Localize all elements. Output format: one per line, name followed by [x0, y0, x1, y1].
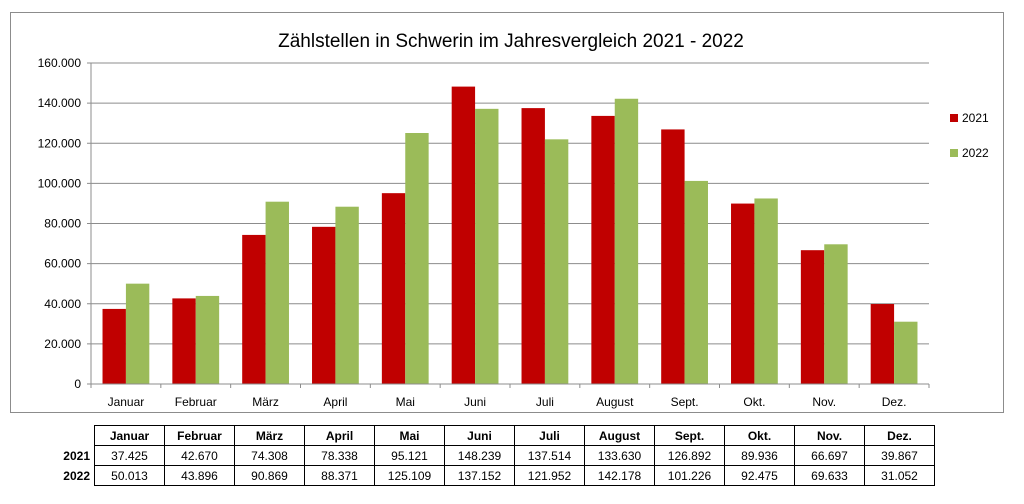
bar-2021-februar — [172, 298, 196, 384]
y-tick-label: 100.000 — [38, 176, 82, 190]
x-tick-label: Juni — [464, 395, 486, 409]
table-cell: 133.630 — [584, 445, 655, 466]
y-tick-label: 80.000 — [44, 217, 81, 231]
chart-title: Zählstellen in Schwerin im Jahresverglei… — [278, 31, 744, 52]
bar-2021-mrz — [242, 234, 266, 384]
y-tick-label: 0 — [74, 377, 81, 391]
table-cell: 137.152 — [444, 465, 515, 486]
x-tick-label: März — [252, 395, 279, 409]
bar-2022-februar — [195, 295, 220, 384]
table-row-label: 2021 — [63, 448, 90, 463]
legend-label-2022: 2022 — [962, 146, 989, 160]
table-cell: 74.308 — [234, 445, 305, 466]
y-tick-label: 40.000 — [44, 297, 81, 311]
table-cell: 126.892 — [654, 445, 725, 466]
x-tick-label: Nov. — [812, 395, 836, 409]
table-column-header: April — [304, 425, 375, 446]
bar-2021-juni — [451, 86, 476, 384]
table-column-header: Sept. — [654, 425, 725, 446]
table-cell: 92.475 — [724, 465, 795, 486]
x-tick-label: Okt. — [743, 395, 765, 409]
bar-2021-april — [312, 226, 336, 384]
table-column-header: Juli — [514, 425, 585, 446]
y-tick-label: 140.000 — [38, 96, 82, 110]
table-cell: 43.896 — [164, 465, 235, 486]
table-cell: 125.109 — [374, 465, 445, 486]
table-cell: 101.226 — [654, 465, 725, 486]
table-cell: 137.514 — [514, 445, 585, 466]
table-cell: 66.697 — [794, 445, 865, 466]
table-row: 2022 50.013 43.896 90.869 88.371 125.109 137.1… — [50, 465, 935, 486]
y-tick-label: 60.000 — [44, 257, 81, 271]
table-corner — [50, 426, 95, 446]
table-row: 2021 37.425 42.670 74.308 78.338 95.121 148.23… — [50, 445, 935, 466]
table-cell: 31.052 — [864, 465, 935, 486]
table-column-header: Februar — [164, 425, 235, 446]
legend-swatch-2022 — [950, 149, 958, 157]
bar-2022-sept — [684, 180, 708, 384]
x-tick-label: Februar — [175, 395, 217, 409]
table-cell: 39.867 — [864, 445, 935, 466]
table-header-row: Januar Februar März April Mai Juni Juli August S… — [50, 425, 935, 446]
table-row-label: 2022 — [63, 468, 90, 483]
x-tick-label: August — [596, 395, 634, 409]
bar-2021-nov — [800, 250, 825, 384]
table-column-header: Mai — [374, 425, 445, 446]
x-tick-label: Dez. — [882, 395, 907, 409]
legend-label-2021: 2021 — [962, 111, 989, 125]
x-tick-label: April — [323, 395, 347, 409]
data-table: Januar Februar März April Mai Juni Juli August S… — [50, 425, 935, 486]
bar-2022-juni — [475, 108, 499, 384]
bar-2022-nov — [824, 244, 848, 384]
table-cell: 42.670 — [164, 445, 235, 466]
table-cell: 95.121 — [374, 445, 445, 466]
table-cell: 148.239 — [444, 445, 515, 466]
bar-2022-okt — [754, 198, 778, 384]
table-column-header: März — [234, 425, 305, 446]
table-cell: 88.371 — [304, 465, 375, 486]
table-cell: 90.869 — [234, 465, 305, 486]
table-cell: 121.952 — [514, 465, 585, 486]
table-column-header: August — [584, 425, 655, 446]
legend: 2021 2022 — [950, 111, 989, 160]
bar-2021-januar — [102, 308, 126, 384]
table-cell: 142.178 — [584, 465, 655, 486]
bar-2021-okt — [731, 203, 755, 384]
bar-2021-sept — [661, 129, 685, 384]
bar-2022-dez — [894, 321, 918, 384]
bar-2021-august — [591, 115, 615, 384]
y-tick-label: 120.000 — [38, 136, 82, 150]
x-tick-label: Januar — [108, 395, 145, 409]
bar-2022-mai — [405, 133, 429, 384]
table-column-header: Januar — [94, 425, 165, 446]
y-tick-label: 160.000 — [38, 56, 82, 70]
x-tick-label: Sept. — [671, 395, 699, 409]
bar-2022-juli — [544, 139, 569, 384]
table-cell: 89.936 — [724, 445, 795, 466]
table-column-header: Nov. — [794, 425, 865, 446]
bar-chart: Zählstellen in Schwerin im Jahresverglei… — [38, 31, 989, 409]
chart-frame: Zählstellen in Schwerin im Jahresverglei… — [10, 12, 1004, 413]
bar-2021-dez — [870, 304, 895, 384]
x-tick-label: Juli — [536, 395, 554, 409]
table-cell: 69.633 — [794, 465, 865, 486]
table-cell: 37.425 — [94, 445, 165, 466]
table-column-header: Okt. — [724, 425, 795, 446]
table-cell: 50.013 — [94, 465, 165, 486]
y-tick-label: 20.000 — [44, 337, 81, 351]
bar-2022-april — [335, 206, 359, 384]
table-column-header: Juni — [444, 425, 515, 446]
table-column-header: Dez. — [864, 425, 935, 446]
bar-2021-juli — [521, 108, 545, 384]
x-tick-label: Mai — [396, 395, 415, 409]
bar-2022-august — [614, 98, 639, 385]
bar-2021-mai — [381, 193, 406, 384]
bar-2022-mrz — [265, 201, 289, 384]
table-cell: 78.338 — [304, 445, 375, 466]
bar-2022-januar — [125, 283, 150, 384]
legend-swatch-2021 — [950, 114, 958, 122]
